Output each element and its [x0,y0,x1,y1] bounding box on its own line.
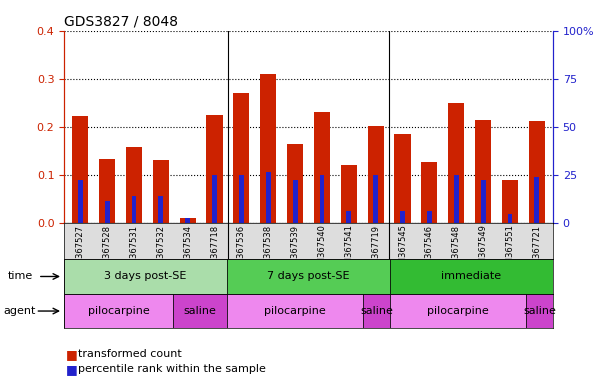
Text: pilocarpine: pilocarpine [427,306,489,316]
Text: GSM367546: GSM367546 [425,225,434,276]
Text: transformed count: transformed count [78,349,182,359]
Text: ■: ■ [66,363,78,376]
Text: saline: saline [183,306,216,316]
Text: pilocarpine: pilocarpine [87,306,149,316]
Bar [526,294,553,328]
Text: GSM367528: GSM367528 [103,225,112,276]
Text: GSM367538: GSM367538 [264,225,273,276]
Bar [508,214,513,223]
Text: GSM367541: GSM367541 [345,225,353,275]
Text: GDS3827 / 8048: GDS3827 / 8048 [64,14,178,28]
Text: 3 days post-SE: 3 days post-SE [104,271,187,281]
Text: GSM367527: GSM367527 [76,225,85,276]
Text: GSM367718: GSM367718 [210,225,219,276]
Bar [104,201,109,223]
Bar [481,180,486,223]
Text: percentile rank within the sample: percentile rank within the sample [78,364,266,374]
Bar [173,294,227,328]
Text: GSM367548: GSM367548 [452,225,461,276]
Text: GSM367532: GSM367532 [156,225,166,276]
Bar [227,294,363,328]
Text: GSM367551: GSM367551 [505,225,514,275]
Bar [78,180,82,223]
Text: GSM367534: GSM367534 [183,225,192,276]
Bar [529,121,545,223]
Bar [207,115,222,223]
Bar [266,172,271,223]
Text: saline: saline [523,306,556,316]
Bar [185,218,190,223]
Bar [346,211,351,223]
Text: immediate: immediate [441,271,502,281]
Text: GSM367545: GSM367545 [398,225,407,275]
Bar [287,144,303,223]
Bar [314,112,330,223]
Text: time: time [8,271,33,281]
Bar [239,175,244,223]
Text: agent: agent [3,306,35,316]
Bar [72,116,89,223]
Text: GSM367540: GSM367540 [318,225,326,275]
Bar [502,180,518,223]
Text: GSM367531: GSM367531 [130,225,139,276]
Text: 7 days post-SE: 7 days post-SE [267,271,350,281]
Bar [422,162,437,223]
Bar [260,74,276,223]
Text: GSM367721: GSM367721 [532,225,541,276]
Bar [363,294,390,328]
Bar [395,134,411,223]
Bar [293,180,298,223]
Bar [535,177,540,223]
Bar [390,294,526,328]
Text: ■: ■ [66,348,78,361]
Bar [158,196,163,223]
Bar [153,161,169,223]
Bar [390,259,553,294]
Bar [320,175,324,223]
Bar [64,259,227,294]
Bar [233,93,249,223]
Text: GSM367539: GSM367539 [291,225,299,276]
Bar [475,119,491,223]
Bar [448,103,464,223]
Bar [212,175,217,223]
Text: pilocarpine: pilocarpine [264,306,326,316]
Text: saline: saline [360,306,393,316]
Bar [180,218,196,223]
Text: GSM367549: GSM367549 [478,225,488,275]
Bar [400,211,405,223]
Text: GSM367719: GSM367719 [371,225,380,276]
Bar [131,196,136,223]
Bar [373,175,378,223]
Text: GSM367536: GSM367536 [237,225,246,276]
Bar [427,211,432,223]
Bar [64,294,173,328]
Bar [368,126,384,223]
Bar [341,165,357,223]
Bar [227,259,390,294]
Bar [99,159,115,223]
Bar [126,147,142,223]
Bar [454,175,459,223]
